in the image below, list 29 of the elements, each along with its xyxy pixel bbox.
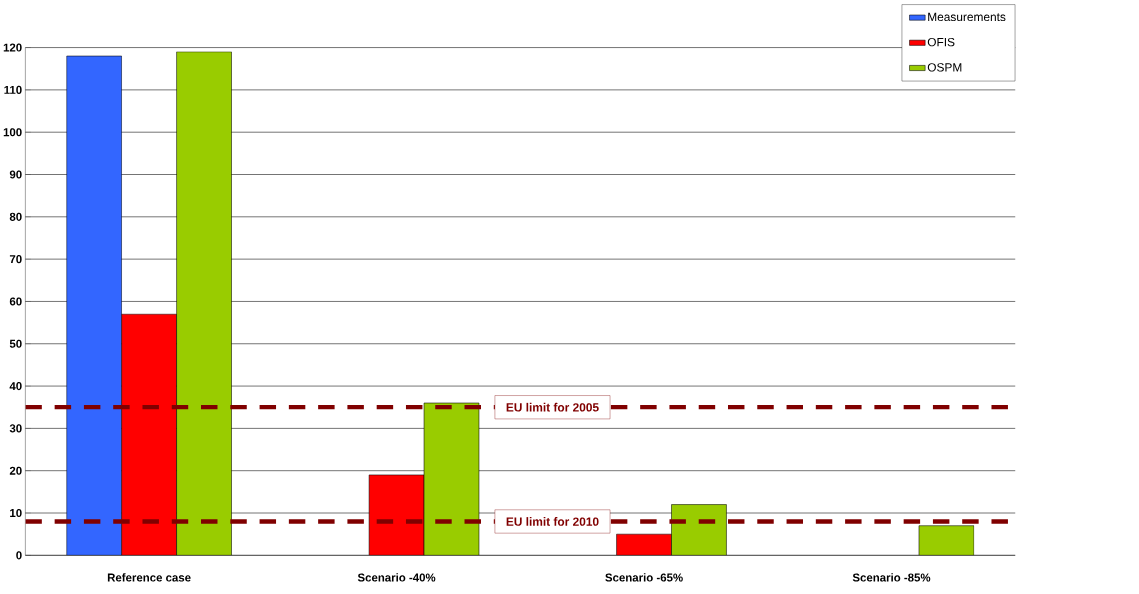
y-tick-label: 20: [9, 466, 22, 475]
x-tick-label: Reference case: [107, 573, 191, 582]
y-tick-label: 10: [10, 509, 22, 518]
y-tick-label: 0: [16, 551, 22, 560]
bar: [121, 313, 177, 556]
legend-label: Measurements: [928, 12, 1006, 22]
y-tick-label: 50: [9, 339, 22, 348]
bar: [176, 51, 232, 556]
y-tick-label: 80: [9, 212, 22, 221]
ref-line-label: EU limit for 2010: [506, 517, 599, 526]
bar: [918, 525, 975, 556]
y-tick-label: 90: [9, 170, 22, 179]
x-tick-label: Scenario -85%: [852, 573, 931, 582]
y-tick-label: 30: [9, 424, 22, 433]
y-tick-label: 70: [9, 255, 22, 264]
bar: [368, 474, 425, 556]
y-tick-label: 60: [9, 297, 22, 306]
bar: [616, 534, 672, 556]
y-tick-label: 40: [9, 382, 22, 391]
legend-label: OFIS: [927, 38, 955, 47]
y-tick-label: 100: [3, 128, 22, 137]
bar: [671, 504, 727, 556]
y-tick-label: 110: [4, 85, 22, 95]
x-tick-label: Scenario -65%: [605, 573, 683, 582]
legend-label: OSPM: [927, 63, 962, 72]
bar: [423, 402, 480, 556]
y-tick-label: 120: [3, 43, 22, 52]
x-tick-label: Scenario -40%: [357, 573, 436, 582]
ref-line-label: EU limit for 2005: [506, 402, 599, 412]
